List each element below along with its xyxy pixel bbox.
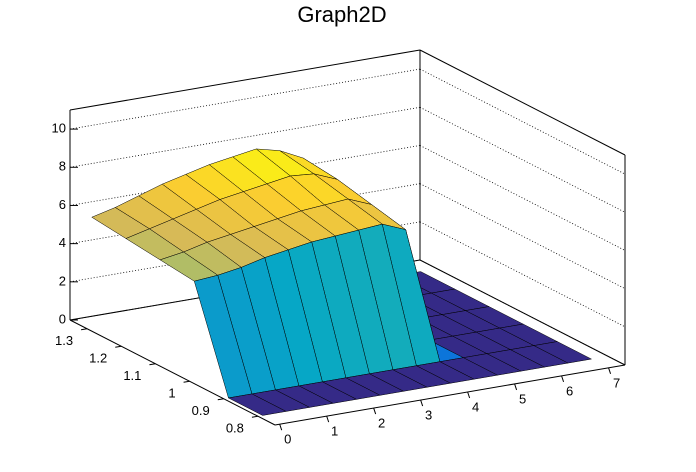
y-tick-label: 0.8 (226, 421, 244, 436)
y-tick (115, 345, 122, 348)
box-edge (419, 49, 626, 156)
z-tick-label: 4 (59, 235, 66, 250)
box-edge (419, 259, 626, 366)
z-tick-label: 2 (59, 273, 66, 288)
z-tick-label: 8 (59, 159, 66, 174)
y-tick-label: 1.2 (89, 351, 107, 366)
y-tick (217, 398, 224, 401)
y-axis (69, 319, 276, 426)
z-tick-label: 0 (59, 311, 66, 326)
y-tick-label: 1.1 (123, 368, 141, 383)
x-tick-label: 7 (613, 375, 620, 390)
z-tick-label: 10 (52, 121, 66, 136)
x-tick (420, 399, 424, 407)
z-tick-label: 6 (59, 197, 66, 212)
x-tick-label: 3 (425, 407, 432, 422)
y-tick (149, 363, 156, 366)
box-edge (69, 49, 421, 111)
grid-line (69, 68, 421, 130)
y-tick (183, 380, 190, 383)
x-tick (514, 383, 518, 391)
x-tick (467, 391, 471, 399)
y-tick-label: 1 (168, 386, 175, 401)
x-tick (373, 407, 377, 415)
x-tick (561, 375, 565, 383)
x-tick (608, 367, 612, 374)
y-tick-label: 1.3 (55, 333, 73, 348)
y-tick (251, 415, 258, 418)
x-tick-label: 0 (284, 432, 291, 447)
grid-line (69, 106, 421, 168)
x-tick-label: 2 (378, 416, 385, 431)
x-tick (279, 424, 283, 431)
surface-cell (227, 393, 287, 416)
x-tick (326, 415, 330, 423)
x-tick-label: 6 (566, 383, 573, 398)
y-tick-label: 0.9 (192, 403, 210, 418)
y-tick (81, 328, 88, 331)
x-tick-label: 1 (331, 424, 338, 439)
x-tick-label: 5 (519, 391, 526, 406)
x-tick-label: 4 (472, 399, 479, 414)
chart-title: Graph2D (297, 2, 386, 27)
x-axis (274, 364, 626, 426)
